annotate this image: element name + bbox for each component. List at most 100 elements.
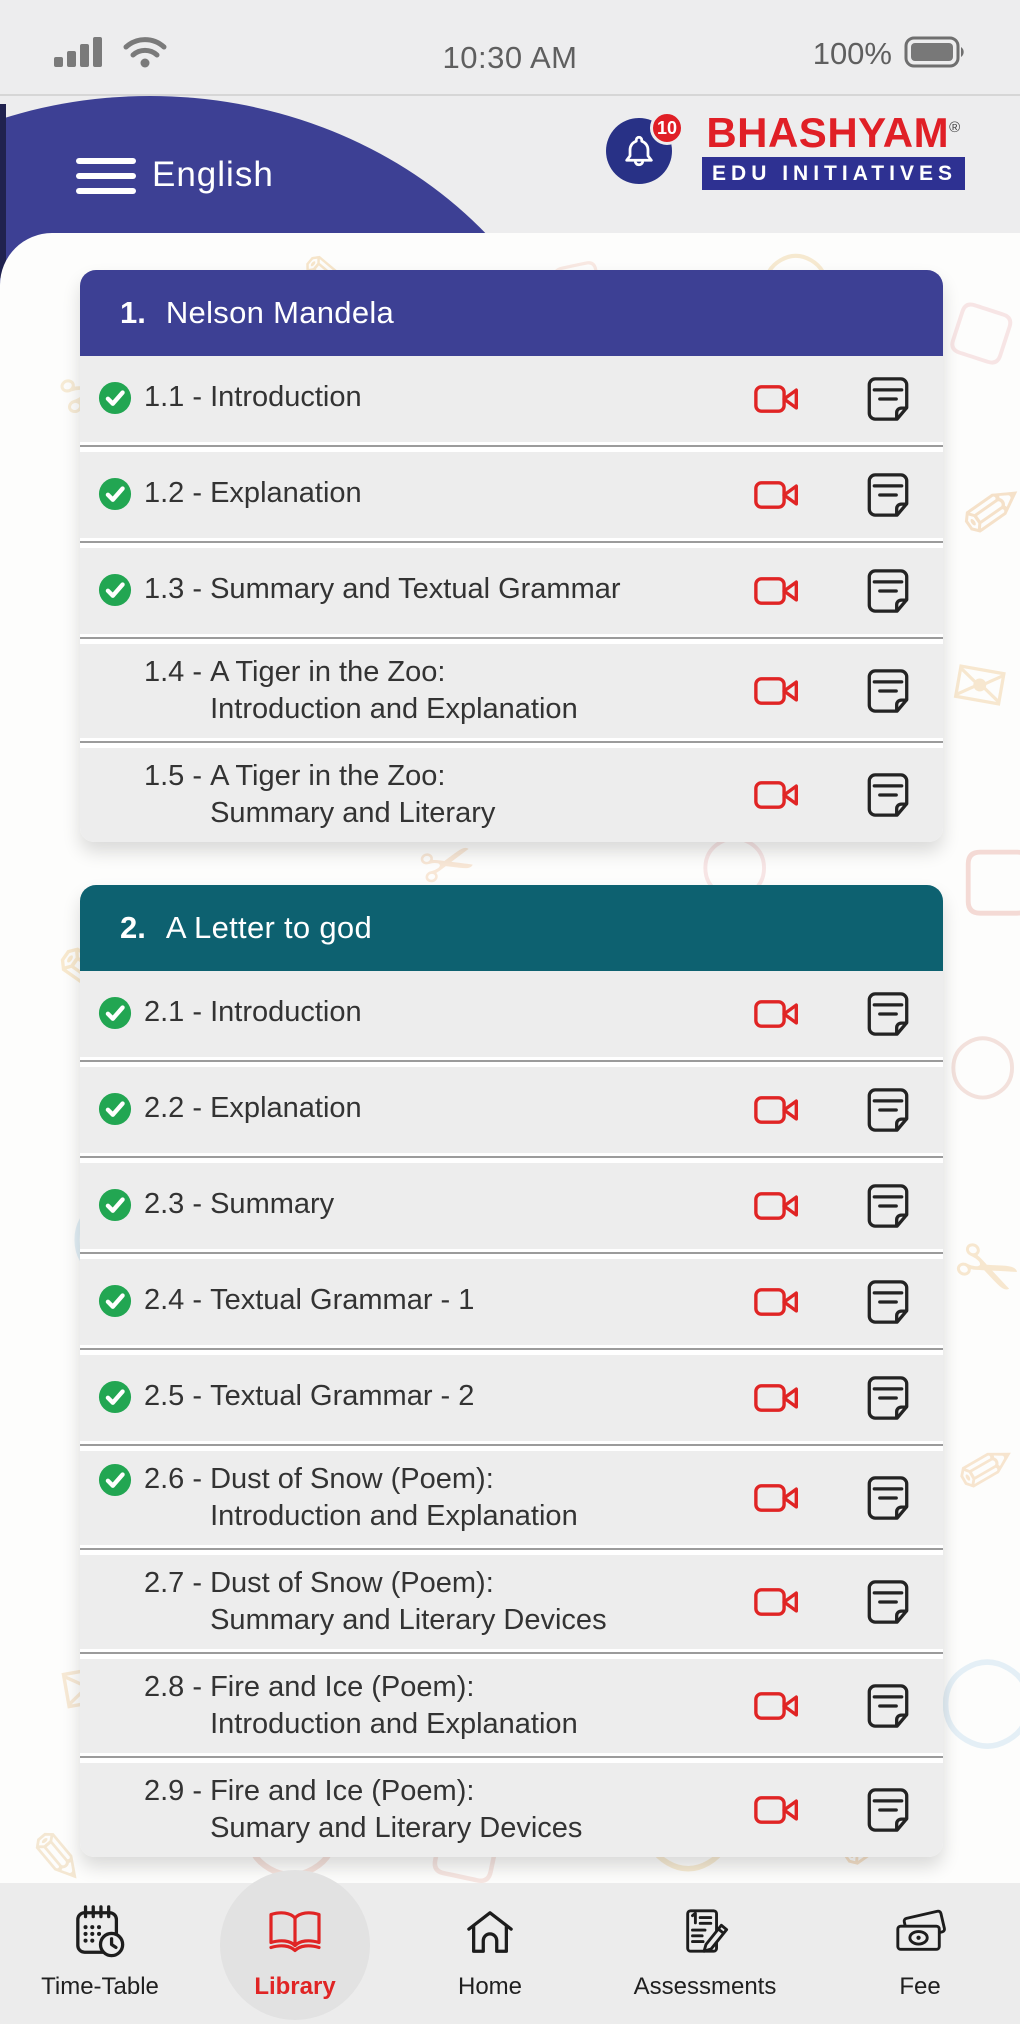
notes-icon[interactable] (867, 772, 909, 818)
lesson-actions (754, 1375, 925, 1421)
lesson-actions (754, 1183, 925, 1229)
lesson-label: 2.5 - Textual Grammar - 2 (98, 1368, 754, 1429)
menu-icon[interactable] (76, 158, 136, 194)
lesson-row[interactable]: 1.4 - A Tiger in the Zoo: Introduction an… (80, 644, 943, 738)
lesson-row[interactable]: 2.2 - Explanation (80, 1067, 943, 1153)
lesson-row[interactable]: 1.1 - Introduction (80, 356, 943, 442)
brand-logo: BHASHYAM® EDU INITIATIVES (702, 112, 965, 190)
timetable-icon (73, 1899, 127, 1965)
row-divider (80, 1753, 943, 1763)
notes-icon[interactable] (867, 1279, 909, 1325)
notes-icon[interactable] (867, 1375, 909, 1421)
lesson-label: 1.5 - A Tiger in the Zoo: Summary and Lit… (98, 748, 754, 842)
video-camera-icon[interactable] (754, 1284, 801, 1320)
lesson-title: Explanation (210, 1091, 362, 1124)
nav-item-library[interactable]: Library (200, 1870, 390, 2024)
lesson-row[interactable]: 2.3 - Summary (80, 1163, 943, 1249)
video-camera-icon[interactable] (754, 1688, 801, 1724)
video-camera-icon[interactable] (754, 1380, 801, 1416)
notes-icon[interactable] (867, 1087, 909, 1133)
notes-icon[interactable] (867, 668, 909, 714)
lesson-number: 2.9 - (144, 1775, 211, 1807)
video-camera-icon[interactable] (754, 777, 801, 813)
nav-label: Library (254, 1973, 336, 2000)
lesson-row[interactable]: 2.4 - Textual Grammar - 1 (80, 1259, 943, 1345)
lesson-row[interactable]: 1.2 - Explanation (80, 452, 943, 538)
lesson-text: 2.6 - Dust of Snow (Poem): Introduction a… (144, 1461, 578, 1535)
video-camera-icon[interactable] (754, 1584, 801, 1620)
status-right: 100% (813, 36, 968, 73)
lesson-actions (754, 472, 925, 518)
signal-strength-icon (52, 35, 110, 74)
video-camera-icon[interactable] (754, 1188, 801, 1224)
chapter-header: 2. A Letter to god (80, 885, 943, 971)
notes-icon[interactable] (867, 991, 909, 1037)
video-camera-icon[interactable] (754, 381, 801, 417)
nav-item-assessments[interactable]: Assessments (590, 1883, 820, 2024)
lesson-number: 2.7 - (144, 1567, 211, 1599)
nav-item-home[interactable]: Home (390, 1883, 590, 2024)
video-camera-icon[interactable] (754, 573, 801, 609)
video-camera-icon[interactable] (754, 673, 801, 709)
lesson-number: 2.1 - (144, 995, 211, 1028)
lesson-title: Fire and Ice (Poem): Introduction and Exp… (210, 1671, 578, 1740)
notifications-bell-icon[interactable]: 10 (606, 111, 685, 185)
lesson-row[interactable]: 2.1 - Introduction (80, 971, 943, 1057)
lesson-row[interactable]: 1.3 - Summary and Textual Grammar (80, 548, 943, 634)
notes-icon[interactable] (867, 568, 909, 614)
lesson-number: 2.3 - (144, 1187, 211, 1220)
fee-icon (893, 1899, 947, 1965)
lesson-row[interactable]: 1.5 - A Tiger in the Zoo: Summary and Lit… (80, 748, 943, 842)
lesson-label: 2.6 - Dust of Snow (Poem): Introduction a… (98, 1451, 754, 1545)
lesson-title: Fire and Ice (Poem): Sumary and Literary … (210, 1775, 583, 1844)
lesson-row[interactable]: 2.5 - Textual Grammar - 2 (80, 1355, 943, 1441)
chapter-title: Nelson Mandela (165, 295, 395, 330)
row-divider (80, 738, 943, 748)
lesson-actions (754, 1475, 925, 1521)
video-camera-icon[interactable] (754, 477, 801, 513)
status-time: 10:30 AM (442, 40, 578, 75)
notification-badge: 10 (650, 111, 685, 145)
video-camera-icon[interactable] (754, 996, 801, 1032)
lesson-title: Introduction (210, 380, 362, 413)
video-camera-icon[interactable] (754, 1480, 801, 1516)
lesson-text: 2.5 - Textual Grammar - 2 (144, 1378, 474, 1415)
lesson-text: 2.8 - Fire and Ice (Poem): Introduction a… (144, 1669, 578, 1743)
lesson-actions (754, 1279, 925, 1325)
lesson-row[interactable]: 2.9 - Fire and Ice (Poem): Sumary and Lit… (80, 1763, 943, 1857)
lesson-title: A Tiger in the Zoo: Summary and Literary (210, 760, 496, 829)
lesson-label: 1.1 - Introduction (98, 369, 754, 430)
lesson-label: 2.7 - Dust of Snow (Poem): Summary and Li… (98, 1555, 754, 1649)
nav-label: Assessments (633, 1973, 777, 2000)
lesson-text: 1.3 - Summary and Textual Grammar (144, 571, 621, 608)
video-camera-icon[interactable] (754, 1092, 801, 1128)
lesson-title: Textual Grammar - 1 (210, 1283, 475, 1316)
notes-icon[interactable] (867, 472, 909, 518)
lesson-row[interactable]: 2.8 - Fire and Ice (Poem): Introduction a… (80, 1659, 943, 1753)
check-placeholder (98, 758, 144, 760)
nav-item-time-table[interactable]: Time-Table (0, 1883, 200, 2024)
lesson-row[interactable]: 2.6 - Dust of Snow (Poem): Introduction a… (80, 1451, 943, 1545)
row-divider (80, 1153, 943, 1163)
nav-item-fee[interactable]: Fee (820, 1883, 1020, 2024)
lesson-label: 2.2 - Explanation (98, 1080, 754, 1141)
lesson-label: 2.8 - Fire and Ice (Poem): Introduction a… (98, 1659, 754, 1753)
lesson-title: Summary and Textual Grammar (210, 572, 621, 605)
registered-mark: ® (949, 119, 961, 136)
notes-icon[interactable] (867, 1183, 909, 1229)
lesson-actions (754, 668, 925, 714)
row-divider (80, 1057, 943, 1067)
notes-icon[interactable] (867, 1579, 909, 1625)
lesson-number: 2.5 - (144, 1379, 211, 1412)
notes-icon[interactable] (867, 1683, 909, 1729)
notes-icon[interactable] (867, 376, 909, 422)
lesson-row[interactable]: 2.7 - Dust of Snow (Poem): Summary and Li… (80, 1555, 943, 1649)
check-circle-icon (98, 379, 144, 420)
notes-icon[interactable] (867, 1787, 909, 1833)
video-camera-icon[interactable] (754, 1792, 801, 1828)
lesson-number: 1.3 - (144, 572, 211, 605)
notes-icon[interactable] (867, 1475, 909, 1521)
check-circle-icon (98, 475, 144, 516)
chapter-list: 1. Nelson Mandela 1.1 - Introduction 1.2 - … (0, 233, 1020, 1857)
